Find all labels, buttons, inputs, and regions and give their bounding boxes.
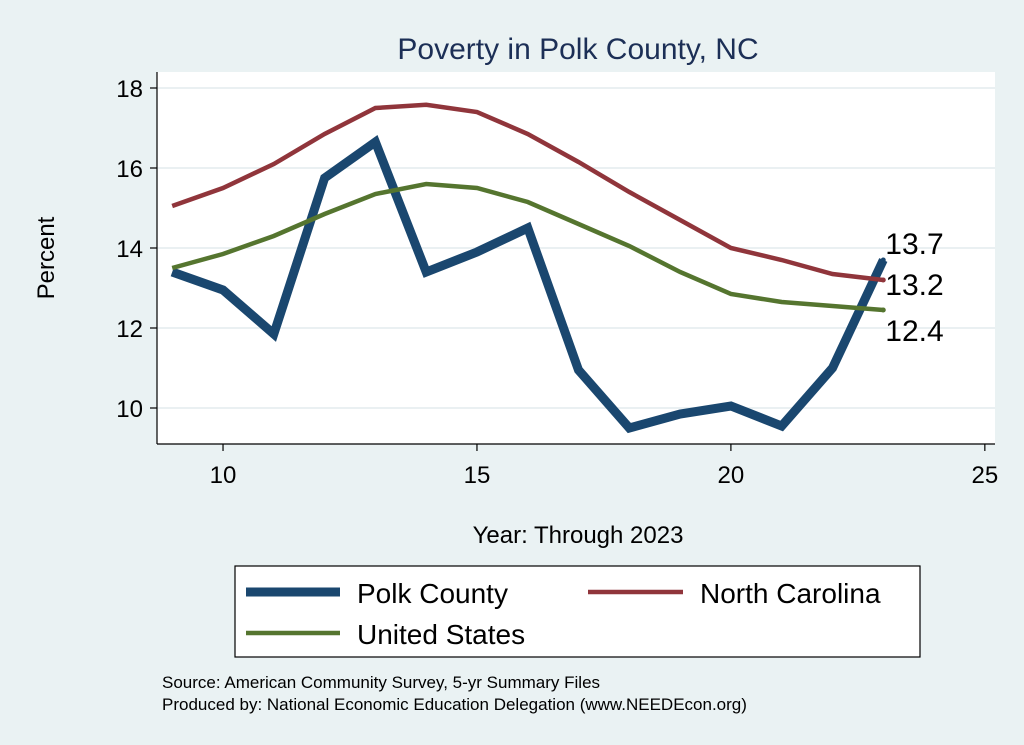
end-label-polk-county: 13.7 — [885, 228, 943, 261]
y-tick-label: 12 — [116, 316, 143, 343]
series-end-point-united-states — [880, 307, 886, 313]
legend-label-north-carolina: North Carolina — [700, 578, 881, 609]
axes — [156, 72, 995, 445]
y-tick-label: 16 — [116, 156, 143, 183]
end-labels: 13.7 13.2 12.4 — [885, 228, 943, 348]
legend: Polk County North Carolina United States — [234, 565, 921, 658]
plot-area — [157, 72, 995, 444]
series-lines — [170, 102, 888, 434]
ticks: 10 12 14 16 18 10 15 20 25 — [116, 76, 998, 489]
legend-box — [234, 565, 921, 658]
x-tick-label: 10 — [210, 462, 237, 489]
end-label-north-carolina: 13.2 — [885, 269, 943, 302]
series-line-north-carolina — [171, 102, 884, 283]
series-end-point-polk-county — [880, 257, 886, 263]
series-line-polk-county — [170, 134, 888, 434]
producer-note: Produced by: National Economic Education… — [162, 695, 747, 714]
x-tick-label: 20 — [718, 462, 745, 489]
source-note: Source: American Community Survey, 5-yr … — [162, 673, 600, 692]
legend-label-united-states: United States — [357, 619, 525, 650]
y-tick-label: 10 — [116, 396, 143, 423]
x-tick-label: 15 — [464, 462, 491, 489]
x-tick-label: 25 — [971, 462, 998, 489]
y-tick-label: 18 — [116, 76, 143, 103]
series-end-point-north-carolina — [880, 277, 886, 283]
legend-label-polk-county: Polk County — [357, 578, 508, 609]
x-axis-title: Year: Through 2023 — [473, 522, 684, 549]
series-line-united-states — [171, 181, 884, 313]
y-axis-title: Percent — [33, 216, 60, 299]
end-label-united-states: 12.4 — [885, 315, 943, 348]
y-tick-label: 14 — [116, 236, 143, 263]
chart-title: Poverty in Polk County, NC — [397, 33, 758, 66]
